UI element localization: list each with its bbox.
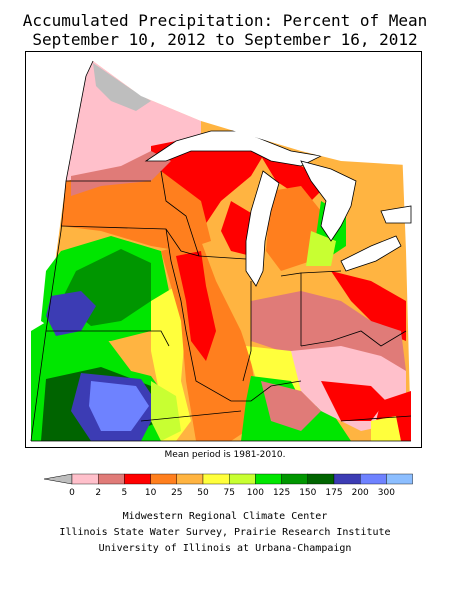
zone-red-mich xyxy=(261,156,331,201)
lake-erie xyxy=(340,235,402,272)
legend-swatch xyxy=(176,473,204,485)
canada-north xyxy=(93,61,421,166)
precipitation-map xyxy=(30,60,421,442)
zone-red-ky xyxy=(321,381,386,421)
zone-lightblue-200 xyxy=(89,381,149,431)
legend-swatch xyxy=(386,473,413,485)
mean-period-note: Mean period is 1981-2010. xyxy=(164,450,286,460)
lake-huron xyxy=(300,160,357,242)
zone-missing xyxy=(93,63,151,111)
legend-swatch xyxy=(281,473,309,485)
state-borders xyxy=(30,60,412,442)
credit-line-1: Midwestern Regional Climate Center xyxy=(122,511,328,522)
zone-blue-175 xyxy=(46,291,96,336)
color-legend: 0 2 5 10 25 50 75 100 125 150 175 200 300 xyxy=(43,473,413,498)
legend-label: 0 xyxy=(69,488,75,498)
lake-superior xyxy=(144,130,323,167)
legend-label: 300 xyxy=(378,488,395,498)
legend-label: 75 xyxy=(223,488,234,498)
legend-label: 2 xyxy=(95,488,101,498)
zone-yellow-se xyxy=(371,416,401,441)
legend-swatch xyxy=(98,473,125,485)
map-title: Accumulated Precipitation: Percent of Me… xyxy=(22,11,428,30)
credit-line-2: Illinois State Water Survey, Prairie Res… xyxy=(59,527,391,538)
zone-lightred-ky xyxy=(261,381,321,431)
zone-red-north xyxy=(151,136,266,231)
legend-swatch xyxy=(71,473,99,485)
legend-label: 150 xyxy=(299,488,316,498)
zone-orange-north xyxy=(61,171,211,251)
map-frame xyxy=(25,51,422,448)
lake-michigan xyxy=(245,170,280,287)
zone-yellow-green xyxy=(151,381,181,441)
legend-swatch xyxy=(255,473,282,485)
legend-swatch xyxy=(333,473,361,485)
lake-ontario xyxy=(380,205,412,224)
legend-label: 125 xyxy=(273,488,290,498)
legend-label: 100 xyxy=(247,488,264,498)
legend-swatch xyxy=(360,473,387,485)
legend-label: 50 xyxy=(197,488,209,498)
legend-label: 10 xyxy=(145,488,157,498)
legend-label: 175 xyxy=(325,488,342,498)
legend-swatch xyxy=(150,473,177,485)
legend-swatch xyxy=(202,473,230,485)
legend-swatch xyxy=(307,473,335,485)
zone-yellow-mich xyxy=(306,231,336,266)
zone-orange-mich xyxy=(266,186,321,271)
legend-label: 200 xyxy=(352,488,369,498)
zone-red-5-10 xyxy=(176,251,216,361)
zone-red-east xyxy=(331,271,406,341)
legend-label: 5 xyxy=(122,488,128,498)
zone-lightred-2-5 xyxy=(71,151,171,196)
legend-swatch xyxy=(228,473,256,485)
legend-swatch xyxy=(124,473,151,485)
legend-label: 25 xyxy=(171,488,182,498)
map-date-range: September 10, 2012 to September 16, 2012 xyxy=(32,30,418,49)
credit-line-3: University of Illinois at Urbana-Champai… xyxy=(98,543,352,554)
legend-missing-arrow xyxy=(43,473,73,485)
